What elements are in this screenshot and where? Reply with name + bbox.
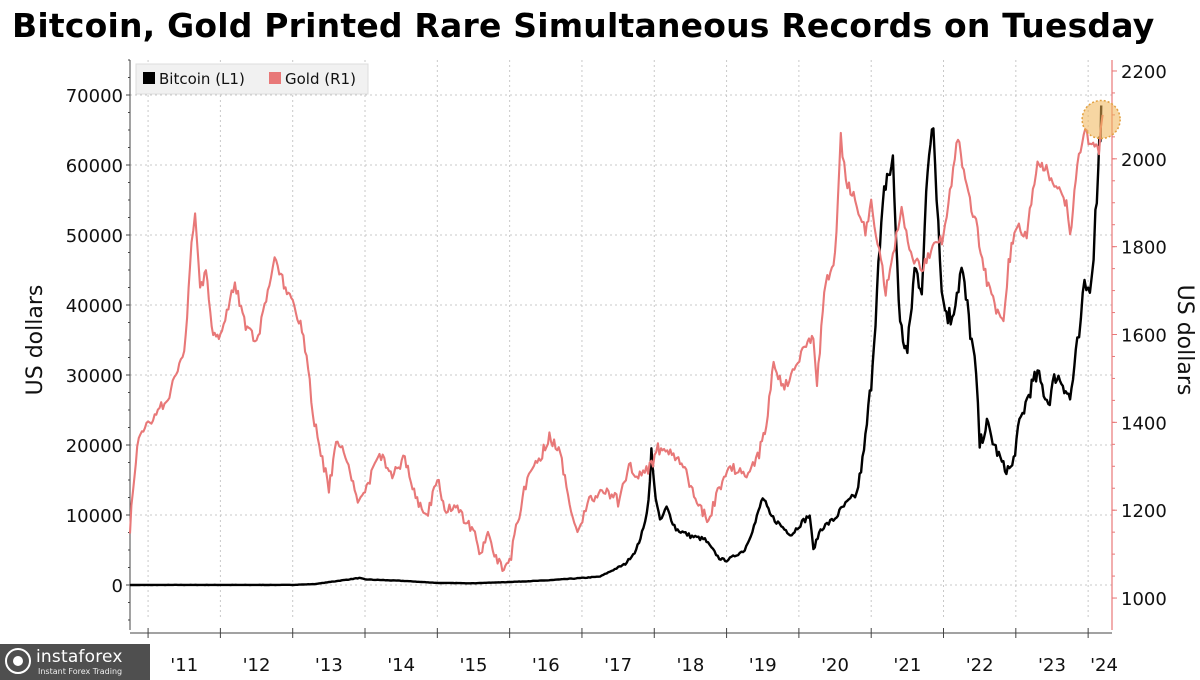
right-axis-tick-label: 2000 — [1121, 150, 1167, 171]
gridlines — [130, 60, 1112, 620]
x-axis-tick-label: '24 — [1090, 655, 1118, 676]
left-axis-tick-label: 20000 — [66, 436, 123, 457]
x-axis-tick-label: '17 — [604, 655, 632, 676]
watermark-name: instaforex — [36, 647, 123, 667]
legend-box — [135, 63, 369, 95]
annotations — [1081, 99, 1121, 140]
right-axis-tick-label: 1200 — [1121, 501, 1167, 522]
x-axis-tick-label: '20 — [821, 655, 849, 676]
right-axis-tick-label: 1600 — [1121, 326, 1167, 347]
chart-title: Bitcoin, Gold Printed Rare Simultaneous … — [12, 6, 1155, 45]
x-axis-tick-label: '19 — [749, 655, 777, 676]
right-axis-tick-label: 1400 — [1121, 413, 1167, 434]
x-axis-tick-label: '22 — [966, 655, 994, 676]
legend: Bitcoin (L1) Gold (R1) — [135, 63, 369, 95]
series-line-bitcoin — [129, 105, 1103, 587]
x-axis-tick-label: '23 — [1038, 655, 1066, 676]
legend-swatch-gold — [269, 72, 281, 84]
legend-label-gold: Gold (R1) — [285, 70, 356, 88]
x-axis-tick-label: '15 — [460, 655, 488, 676]
left-axis-tick-label: 50000 — [66, 226, 123, 247]
right-axis-title: US dollars — [1172, 285, 1197, 396]
record-highlight-circle — [1081, 99, 1121, 140]
left-axis-tick-label: 70000 — [66, 86, 123, 107]
instaforex-logo-icon — [5, 648, 31, 674]
left-axis-title: US dollars — [23, 285, 48, 396]
x-axis-tick-label: '14 — [387, 655, 415, 676]
watermark-tagline: Instant Forex Trading — [38, 667, 123, 676]
legend-label-bitcoin: Bitcoin (L1) — [159, 70, 245, 88]
x-axis-tick-label: '13 — [315, 655, 343, 676]
left-axis-tick-label: 60000 — [66, 156, 123, 177]
x-axis-tick-label: '11 — [170, 655, 198, 676]
x-axis-tick-label: '16 — [532, 655, 560, 676]
left-axis-tick-label: 30000 — [66, 366, 123, 387]
left-axis-tick-label: 40000 — [66, 296, 123, 317]
left-axis-tick-label: 10000 — [66, 506, 123, 527]
right-axis-tick-label: 1000 — [1121, 589, 1167, 610]
axis-labels: 0 10000 20000 30000 40000 50000 60000 70000 1000… — [23, 62, 1197, 676]
axes — [126, 59, 1117, 638]
x-axis-tick-label: '21 — [893, 655, 921, 676]
right-axis-tick-label: 2200 — [1121, 62, 1167, 83]
x-axis-tick-label: '12 — [243, 655, 271, 676]
legend-swatch-bitcoin — [143, 72, 155, 84]
left-axis-tick-label: 0 — [112, 576, 123, 597]
x-axis-tick-label: '18 — [676, 655, 704, 676]
series-lines — [128, 105, 1104, 587]
right-axis-tick-label: 1800 — [1121, 238, 1167, 259]
series-line-gold — [128, 114, 1104, 573]
watermark-logo: instaforex Instant Forex Trading — [0, 644, 150, 680]
